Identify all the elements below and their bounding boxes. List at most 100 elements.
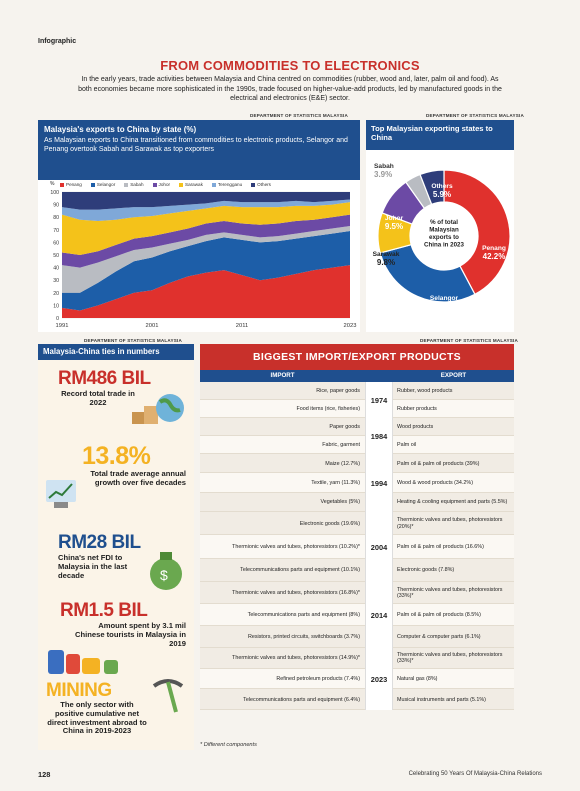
legend-item: Penang	[60, 182, 82, 187]
y-tick-label: 90	[53, 203, 59, 209]
legend-swatch	[251, 182, 256, 187]
area-series-penang	[62, 265, 350, 318]
products-table: Rice, paper goods Rubber, wood products Fo…	[200, 382, 514, 740]
table-row: Maize (12.7%) Palm oil & palm oil product…	[200, 454, 514, 474]
stat-value: RM1.5 BIL	[60, 600, 148, 621]
import-item: Refined petroleum products (7.4%)	[276, 675, 360, 682]
x-tick-label: 2011	[236, 323, 248, 329]
y-unit: %	[50, 181, 55, 187]
import-item: Food items (rice, fisheries)	[296, 405, 360, 412]
import-item: Resistors, printed circuits, switchboard…	[247, 633, 360, 640]
y-tick-label: 10	[53, 303, 59, 309]
money-bag-icon: $	[150, 552, 182, 590]
area-series-sarawak	[62, 202, 350, 255]
table-row: Thermionic valves and tubes, photoresist…	[200, 535, 514, 559]
legend-label: Sarawak	[185, 182, 203, 187]
stat-value: RM28 BIL	[58, 532, 141, 553]
legend-label: Selangor	[96, 182, 116, 187]
ties-panel: Malaysia-China ties in numbers RM486 BIL…	[38, 344, 194, 750]
import-item: Maize (12.7%)	[325, 460, 360, 467]
legend-item: Sabah	[124, 182, 144, 187]
luggage-icon	[48, 650, 118, 674]
donut-slice-penang	[443, 169, 511, 296]
stat-desc: The only sector with positive cumulative…	[47, 700, 147, 736]
donut-center-label: Malaysian	[429, 227, 459, 234]
import-item: Telecommunications parts and equipment (…	[247, 611, 360, 618]
page-title: FROM COMMODITIES TO ELECTRONICS	[160, 58, 420, 73]
import-item: Telecommunications parts and equipment (…	[240, 567, 360, 574]
state-chart-subtitle: As Malaysian exports to China transition…	[44, 137, 348, 153]
products-title: BIGGEST IMPORT/EXPORT PRODUCTS	[200, 344, 514, 370]
growth-chart-icon	[46, 480, 76, 508]
import-item: Thermionic valves and tubes, photoresist…	[232, 655, 360, 662]
legend-swatch	[90, 182, 95, 187]
legend-item: Johor	[152, 182, 171, 187]
donut-title: Top Malaysian exporting states to China	[366, 120, 514, 150]
page-number: 128	[38, 770, 51, 779]
export-item: Wood products	[397, 423, 434, 430]
y-tick-label: 70	[53, 228, 59, 234]
y-tick-label: 20	[53, 291, 59, 297]
area-series-sabah	[62, 226, 350, 293]
donut-slice-name: Sabah	[374, 163, 394, 170]
legend-item: Terengganu	[211, 182, 243, 187]
export-item: Wood & wood products (34.2%)	[397, 479, 474, 486]
export-item: Palm oil & palm oil products (8.5%)	[397, 611, 481, 618]
ties-title: Malaysia-China ties in numbers	[38, 344, 194, 360]
source-label: DEPARTMENT OF STATISTICS MALAYSIA	[84, 338, 183, 343]
legend-item: Sarawak	[179, 182, 203, 187]
year-label: 1994	[365, 454, 393, 512]
export-column-header: EXPORT	[393, 370, 514, 382]
legend-label: Johor	[158, 182, 171, 187]
section-label: Infographic	[38, 38, 77, 45]
year-label: 2014	[365, 582, 393, 648]
legend-label: Others	[257, 182, 271, 187]
export-item: Thermionic valves and tubes, photoresist…	[397, 652, 503, 665]
stat-desc: China's net FDI to Malaysia in the last …	[58, 553, 128, 580]
state-area-chart: 0 10 20 30 40 50 60 70 80 90 100 1991 2001 2011 2023	[50, 190, 356, 329]
import-item: Paper goods	[329, 423, 360, 430]
donut-center-label: % of total	[430, 219, 458, 226]
area-series-selangor	[62, 231, 350, 311]
import-item: Thermionic valves and tubes, photoresist…	[232, 589, 360, 596]
export-item: Thermionic valves and tubes, photoresist…	[397, 586, 503, 599]
table-row: Food items (rice, fisheries) Rubber produ…	[200, 400, 514, 418]
year-label: 1974	[365, 382, 393, 418]
donut-center-label: China in 2023	[424, 242, 464, 249]
y-tick-label: 0	[56, 316, 59, 322]
import-item: Rice, paper goods	[316, 387, 360, 394]
donut-slice-others	[419, 169, 445, 206]
state-chart-header: Malaysia's exports to China by state (%)…	[38, 120, 360, 180]
table-row: Paper goods Wood products	[200, 418, 514, 436]
area-series-others	[62, 192, 350, 210]
table-row: Fabric, garment Palm oil	[200, 436, 514, 454]
donut-slice-name: Penang	[482, 245, 506, 252]
table-row: Thermionic valves and tubes, photoresist…	[200, 582, 514, 604]
products-panel: BIGGEST IMPORT/EXPORT PRODUCTS IMPORT EX…	[200, 344, 514, 740]
state-chart-legend: Penang Selangor Sabah Johor Sarawak Terenggan…	[60, 182, 271, 187]
stat-desc: Record total trade in 2022	[61, 389, 135, 407]
donut-slice-value: 5.9%	[433, 190, 451, 199]
year-label: 2004	[365, 512, 393, 582]
export-item: Computer & computer parts (6.1%)	[397, 633, 481, 640]
table-row: Telecommunications parts and equipment (…	[200, 558, 514, 582]
year-label: 1984	[365, 418, 393, 454]
x-tick-label: 1991	[56, 323, 69, 329]
table-row: Textile, yarn (11.3%) Wood & wood product…	[200, 473, 514, 493]
donut-slice-value: 42.2%	[483, 252, 506, 261]
donut-slice-value: 9.8%	[377, 258, 395, 267]
donut-slice-name: Others	[431, 183, 453, 190]
stat-value: 13.8%	[82, 442, 151, 470]
svg-text:$: $	[160, 567, 168, 583]
table-row: Refined petroleum products (7.4%) Natural…	[200, 668, 514, 690]
legend-swatch	[211, 182, 216, 187]
export-item: Palm oil & palm oil products (16.6%)	[397, 543, 484, 550]
export-item: Electronic goods (7.8%)	[397, 567, 455, 574]
legend-label: Terengganu	[217, 182, 243, 187]
import-item: Telecommunications parts and equipment (…	[243, 696, 360, 703]
donut-slice-name: Sarawak	[373, 251, 400, 258]
y-tick-label: 100	[50, 190, 59, 196]
table-row: Rice, paper goods Rubber, wood products	[200, 382, 514, 400]
export-item: Palm oil	[397, 441, 417, 448]
table-row: Vegetables (5%) Heating & cooling equipme…	[200, 492, 514, 512]
